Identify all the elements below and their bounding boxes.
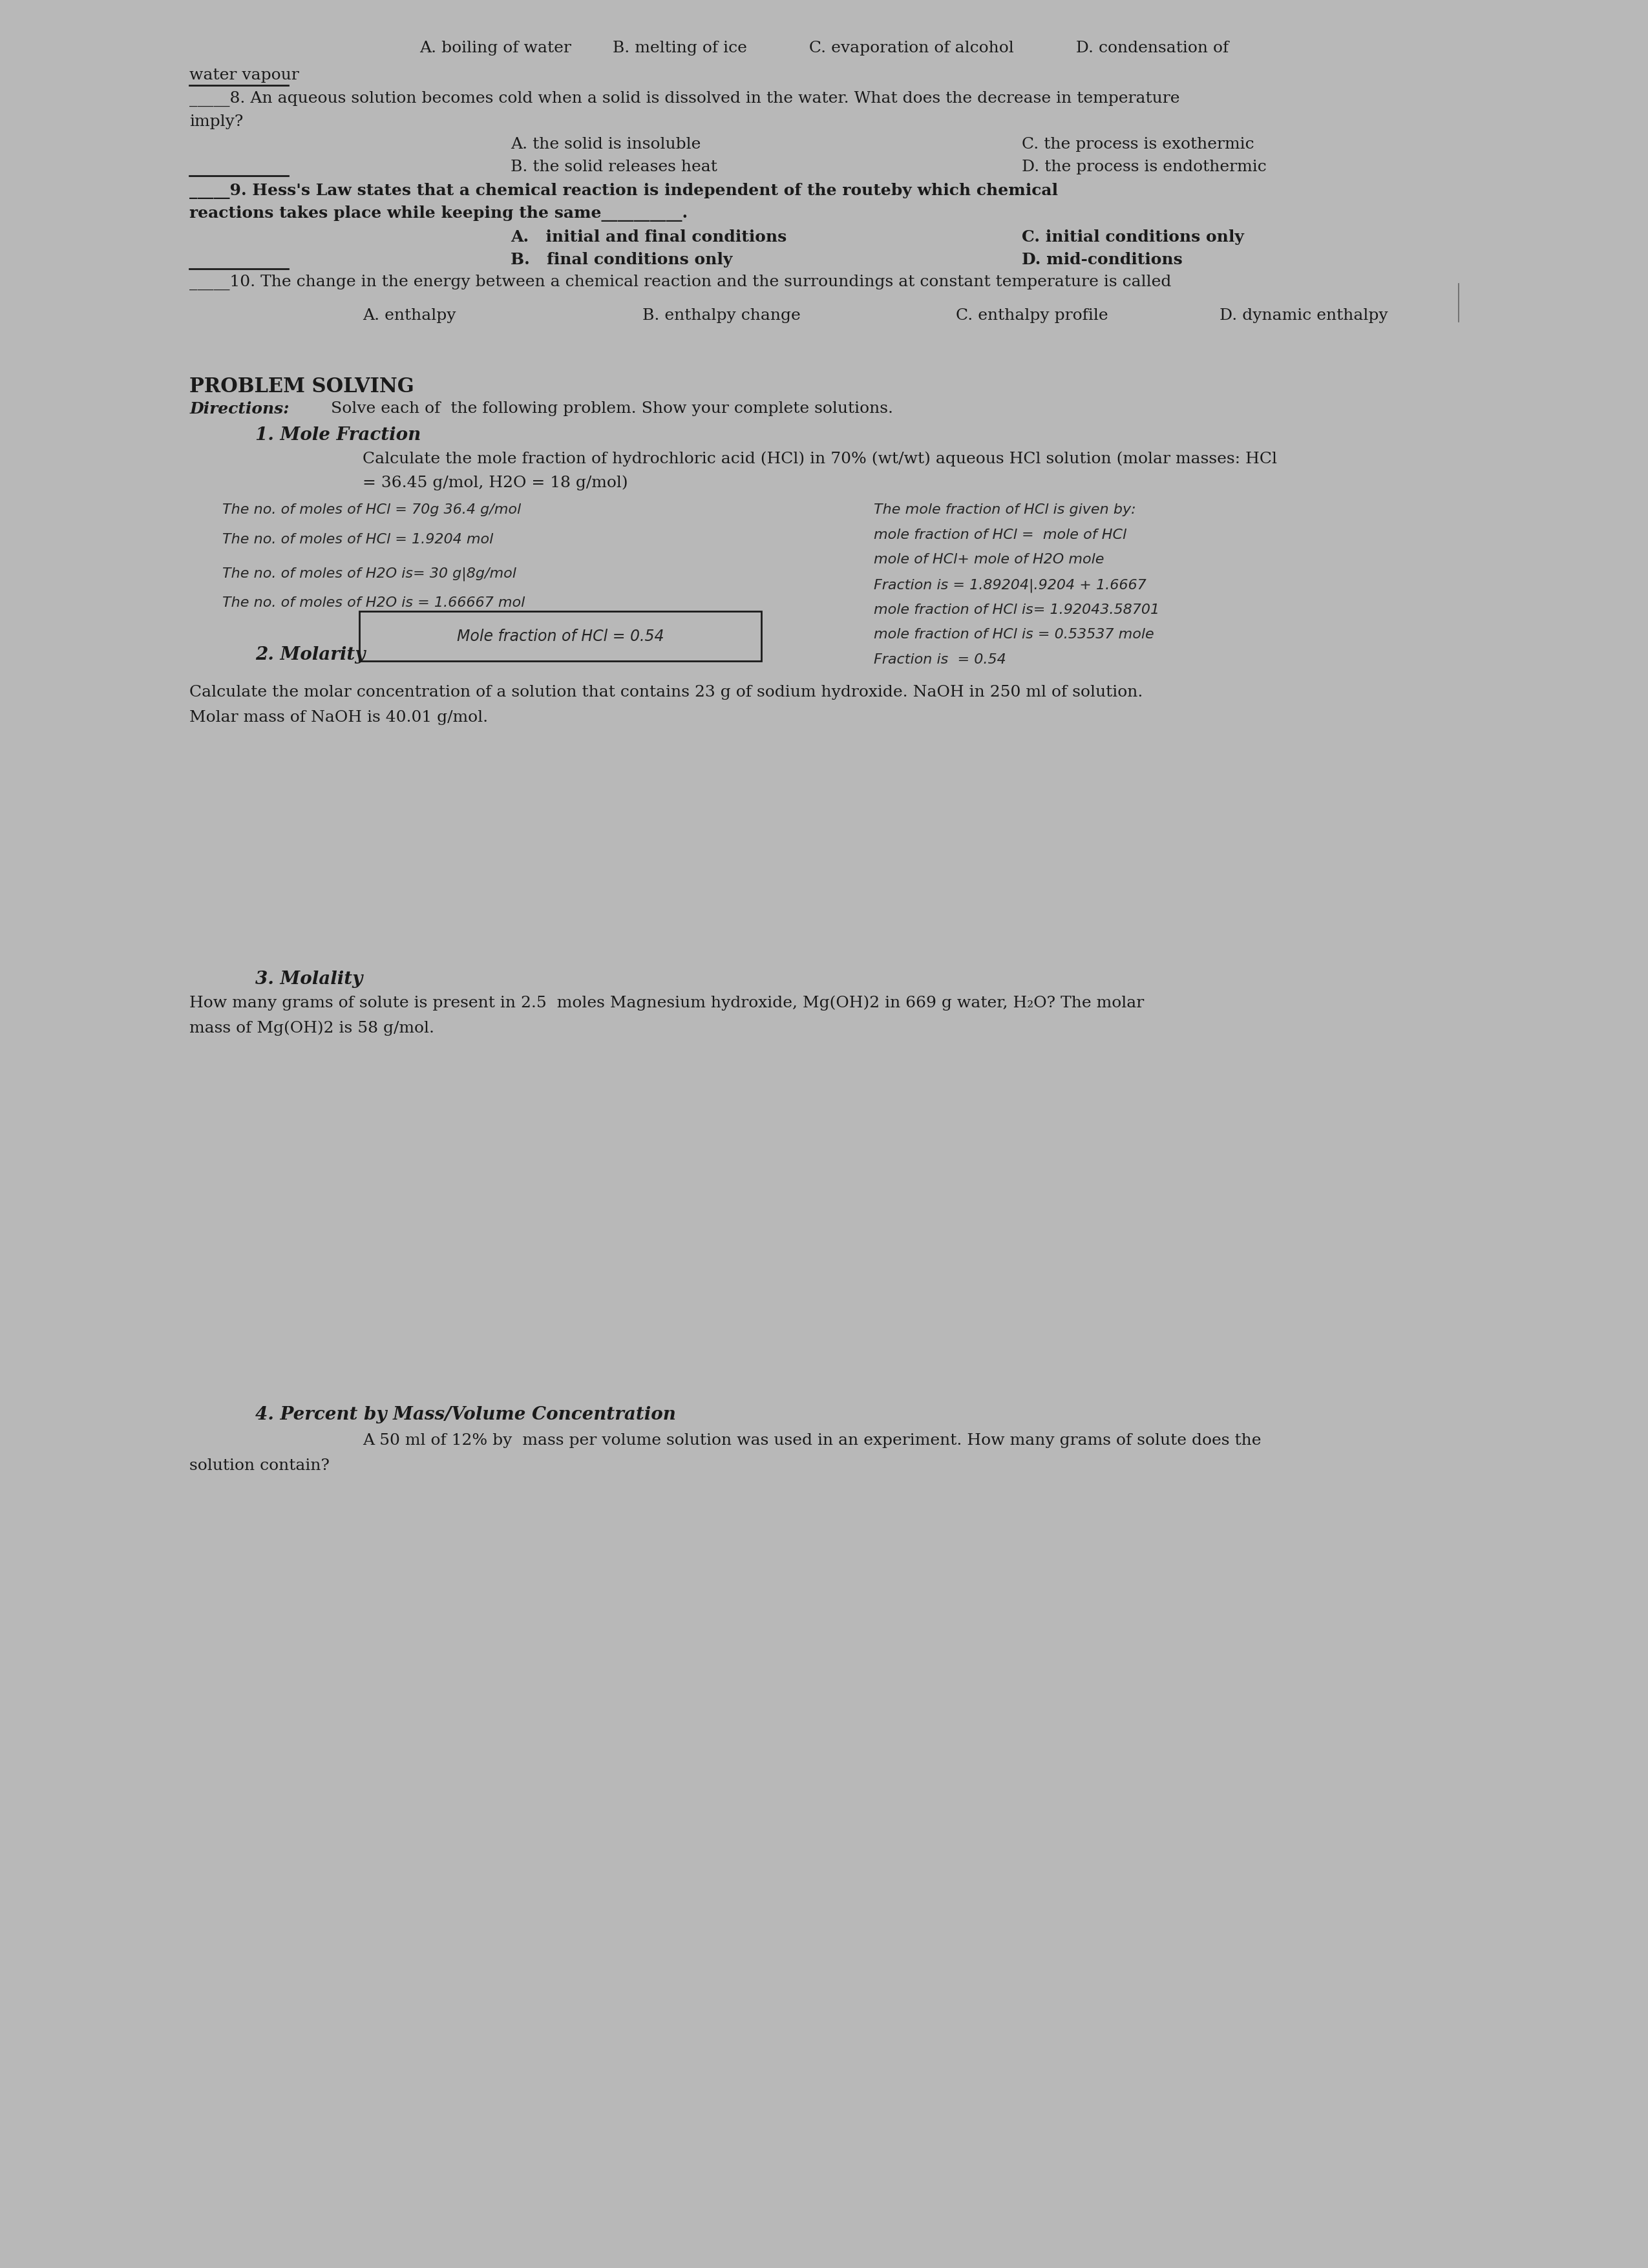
Text: Mole fraction of HCl = 0.54: Mole fraction of HCl = 0.54 (456, 628, 664, 644)
Text: Fraction is  = 0.54: Fraction is = 0.54 (873, 653, 1005, 667)
Text: Solve each of  the following problem. Show your complete solutions.: Solve each of the following problem. Sho… (326, 401, 893, 417)
Text: = 36.45 g/mol, H2O = 18 g/mol): = 36.45 g/mol, H2O = 18 g/mol) (363, 476, 628, 490)
Text: mole fraction of HCl is= 1.92043.58701: mole fraction of HCl is= 1.92043.58701 (873, 603, 1159, 617)
Text: mole of HCl+ mole of H2O mole: mole of HCl+ mole of H2O mole (873, 553, 1104, 567)
Text: A. the solid is insoluble: A. the solid is insoluble (511, 138, 700, 152)
Text: 4. Percent by Mass/Volume Concentration: 4. Percent by Mass/Volume Concentration (255, 1406, 676, 1424)
Text: imply?: imply? (190, 116, 244, 129)
Text: C. initial conditions only: C. initial conditions only (1022, 229, 1244, 245)
Text: D. mid-conditions: D. mid-conditions (1022, 252, 1183, 268)
Text: reactions takes place while keeping the same__________.: reactions takes place while keeping the … (190, 206, 687, 222)
Text: B.   final conditions only: B. final conditions only (511, 252, 733, 268)
Text: Molar mass of NaOH is 40.01 g/mol.: Molar mass of NaOH is 40.01 g/mol. (190, 710, 488, 726)
Text: mole fraction of HCl is = 0.53537 mole: mole fraction of HCl is = 0.53537 mole (873, 628, 1154, 642)
Text: D. dynamic enthalpy: D. dynamic enthalpy (1220, 308, 1388, 324)
Text: _____9. Hess's Law states that a chemical reaction is independent of the routeby: _____9. Hess's Law states that a chemica… (190, 184, 1058, 200)
Text: _____10. The change in the energy between a chemical reaction and the surroundin: _____10. The change in the energy betwee… (190, 274, 1172, 290)
Text: 1. Mole Fraction: 1. Mole Fraction (255, 426, 420, 445)
Text: 3. Molality: 3. Molality (255, 971, 363, 989)
Text: A 50 ml of 12% by  mass per volume solution was used in an experiment. How many : A 50 ml of 12% by mass per volume soluti… (363, 1433, 1261, 1449)
Text: A. enthalpy: A. enthalpy (363, 308, 456, 324)
Text: 2. Molarity: 2. Molarity (255, 646, 366, 665)
Text: B. the solid releases heat: B. the solid releases heat (511, 159, 717, 175)
Text: solution contain?: solution contain? (190, 1458, 330, 1474)
Text: Directions:: Directions: (190, 401, 295, 417)
Text: mole fraction of HCl =  mole of HCl: mole fraction of HCl = mole of HCl (873, 528, 1126, 542)
Text: The mole fraction of HCl is given by:: The mole fraction of HCl is given by: (873, 503, 1135, 517)
Text: mass of Mg(OH)2 is 58 g/mol.: mass of Mg(OH)2 is 58 g/mol. (190, 1021, 435, 1036)
Text: Calculate the mole fraction of hydrochloric acid (HCl) in 70% (wt/wt) aqueous HC: Calculate the mole fraction of hydrochlo… (363, 451, 1277, 467)
Text: _____8. An aqueous solution becomes cold when a solid is dissolved in the water.: _____8. An aqueous solution becomes cold… (190, 91, 1180, 107)
Text: D. the process is endothermic: D. the process is endothermic (1022, 159, 1267, 175)
Text: The no. of moles of H2O is= 30 g|8g/mol: The no. of moles of H2O is= 30 g|8g/mol (222, 567, 516, 581)
Text: How many grams of solute is present in 2.5  moles Magnesium hydroxide, Mg(OH)2 i: How many grams of solute is present in 2… (190, 996, 1144, 1012)
Text: The no. of moles of H2O is = 1.66667 mol: The no. of moles of H2O is = 1.66667 mol (222, 596, 526, 610)
Text: The no. of moles of HCl = 70g 36.4 g/mol: The no. of moles of HCl = 70g 36.4 g/mol (222, 503, 521, 517)
Text: Calculate the molar concentration of a solution that contains 23 g of sodium hyd: Calculate the molar concentration of a s… (190, 685, 1144, 701)
Text: C. the process is exothermic: C. the process is exothermic (1022, 138, 1254, 152)
Text: B. enthalpy change: B. enthalpy change (643, 308, 801, 324)
Text: water vapour: water vapour (190, 68, 300, 84)
Text: The no. of moles of HCl = 1.9204 mol: The no. of moles of HCl = 1.9204 mol (222, 533, 493, 547)
Text: A. boiling of water        B. melting of ice            C. evaporation of alcoho: A. boiling of water B. melting of ice C.… (419, 41, 1229, 57)
Text: PROBLEM SOLVING: PROBLEM SOLVING (190, 376, 414, 397)
Text: C. enthalpy profile: C. enthalpy profile (956, 308, 1107, 324)
Text: A.   initial and final conditions: A. initial and final conditions (511, 229, 788, 245)
Text: Fraction is = 1.89204|.9204 + 1.6667: Fraction is = 1.89204|.9204 + 1.6667 (873, 578, 1145, 592)
